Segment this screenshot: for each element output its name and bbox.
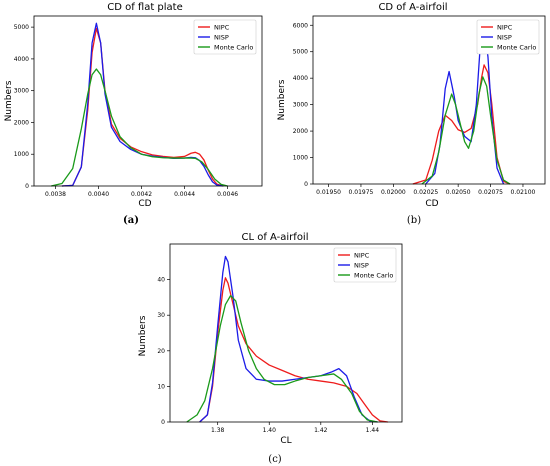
series-line-monte-carlo [51, 68, 228, 187]
y-tick-label: 0 [304, 181, 308, 188]
x-axis-label: CD [138, 199, 151, 209]
x-tick-label: 1.44 [366, 427, 380, 434]
chart-title: CD of A-airfoil [378, 2, 447, 13]
legend-box [193, 19, 257, 55]
legend-label-monte-carlo: Monte Carlo [354, 271, 393, 279]
y-tick-label: 5000 [14, 24, 29, 31]
legend-label-nisp: NISP [497, 33, 512, 41]
x-tick-label: 0.0038 [45, 191, 66, 198]
y-tick-label: 10 [157, 383, 165, 390]
x-tick-label: 0.02000 [381, 189, 406, 196]
y-tick-label: 5000 [293, 49, 308, 56]
y-tick-label: 0 [161, 419, 165, 426]
chart-title: CL of A-airfoil [242, 232, 309, 243]
y-tick-label: 30 [157, 312, 165, 319]
x-axis-label: CD [425, 199, 438, 209]
x-tick-label: 0.02025 [413, 189, 438, 196]
plot-frame [312, 15, 546, 185]
y-axis-label: Numbers [277, 79, 287, 120]
y-tick-label: 3000 [14, 88, 29, 95]
x-tick-label: 0.01950 [316, 189, 341, 196]
x-tick-label: 1.42 [314, 427, 328, 434]
x-tick-label: 0.02100 [511, 189, 536, 196]
legend-label-nipc: NIPC [497, 23, 513, 31]
series-line-nipc [199, 277, 388, 423]
series-line-monte-carlo [421, 76, 511, 185]
y-tick-label: 4000 [14, 56, 29, 63]
series-line-nisp [425, 24, 505, 185]
y-tick-label: 2000 [14, 119, 29, 126]
x-tick-label: 0.0046 [217, 191, 238, 198]
chart-title: CD of flat plate [107, 2, 183, 13]
series-line-monte-carlo [186, 294, 378, 423]
x-tick-label: 0.0044 [174, 191, 195, 198]
panel-caption: (b) [407, 215, 421, 226]
legend-label-monte-carlo: Monte Carlo [214, 43, 253, 51]
chart-cd-flat-plate: CD of flat plate CD Numbers (a) 0.0038 0.… [4, 2, 263, 226]
panel-caption: (c) [268, 454, 282, 465]
x-tick-label: 1.40 [263, 427, 277, 434]
x-tick-label: 0.0042 [131, 191, 152, 198]
x-tick-label: 0.01975 [349, 189, 374, 196]
legend-box [333, 247, 397, 283]
legend-label-monte-carlo: Monte Carlo [497, 43, 536, 51]
panel-caption: (a) [123, 215, 139, 226]
legend-label-nipc: NIPC [214, 23, 230, 31]
y-tick-label: 2000 [293, 128, 308, 135]
chart-cd-a-airfoil: CD of A-airfoil CD Numbers (b) 0.01950 0.… [277, 2, 546, 226]
y-tick-label: 6000 [293, 22, 308, 29]
x-tick-label: 0.02075 [478, 189, 503, 196]
plot-frame [169, 243, 403, 423]
y-tick-label: 40 [157, 277, 165, 284]
y-axis-label: Numbers [4, 80, 14, 121]
x-tick-label: 0.02050 [446, 189, 471, 196]
legend-box [476, 19, 540, 55]
series-line-nisp [199, 255, 378, 423]
legend-label-nipc: NIPC [354, 251, 370, 259]
y-tick-label: 3000 [293, 102, 308, 109]
y-tick-label: 0 [25, 183, 29, 190]
x-axis-label: CL [280, 436, 291, 446]
y-tick-label: 1000 [14, 151, 29, 158]
chart-cl-a-airfoil: CL of A-airfoil CL Numbers (c) 1.38 1.40 1… [138, 232, 403, 465]
y-axis-label: Numbers [138, 315, 148, 356]
legend-label-nisp: NISP [354, 261, 369, 269]
x-tick-label: 0.0040 [88, 191, 109, 198]
y-tick-label: 4000 [293, 75, 308, 82]
legend-label-nisp: NISP [214, 33, 229, 41]
y-tick-label: 1000 [293, 155, 308, 162]
x-tick-label: 1.38 [211, 427, 225, 434]
plot-frame [33, 15, 263, 187]
series-line-nipc [412, 64, 511, 185]
y-tick-label: 20 [157, 348, 165, 355]
